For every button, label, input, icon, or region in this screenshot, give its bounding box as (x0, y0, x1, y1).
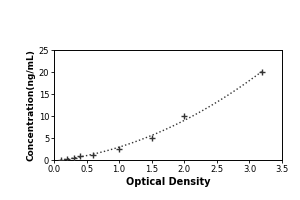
X-axis label: Optical Density: Optical Density (126, 177, 210, 187)
Y-axis label: Concentration(ng/mL): Concentration(ng/mL) (27, 49, 36, 161)
